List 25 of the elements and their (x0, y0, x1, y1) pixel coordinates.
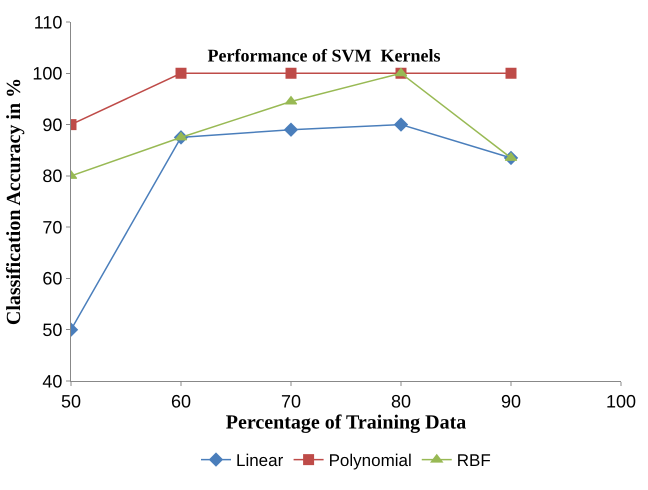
y-tick-label: 110 (34, 12, 62, 32)
x-tick-label: 100 (606, 392, 636, 412)
legend-label: Linear (236, 451, 284, 470)
y-tick-label: 50 (42, 320, 62, 340)
x-axis-title: Percentage of Training Data (226, 412, 466, 434)
x-tick-label: 60 (170, 392, 192, 412)
x-tick-label: 70 (280, 392, 302, 412)
legend-label: Polynomial (328, 451, 412, 470)
point (286, 68, 296, 79)
point (506, 68, 516, 79)
y-tick-label: 100 (32, 64, 62, 84)
y-tick-label: 40 (42, 371, 62, 392)
x-tick-label: 50 (60, 392, 82, 412)
y-tick-label: 80 (42, 166, 62, 186)
y-tick-label: 60 (42, 268, 62, 289)
point (176, 68, 186, 79)
text: Performance of SVM Kernels (208, 46, 440, 66)
point (284, 122, 298, 137)
y-tick-label: 90 (42, 114, 62, 135)
y-axis-title: Classification Accuracy in % (2, 78, 25, 326)
x-tick-label: 80 (390, 392, 412, 412)
legend-label: RBF (456, 451, 491, 470)
point (394, 118, 408, 132)
y-tick-label: 70 (42, 217, 62, 238)
x-tick-label: 90 (500, 392, 522, 412)
